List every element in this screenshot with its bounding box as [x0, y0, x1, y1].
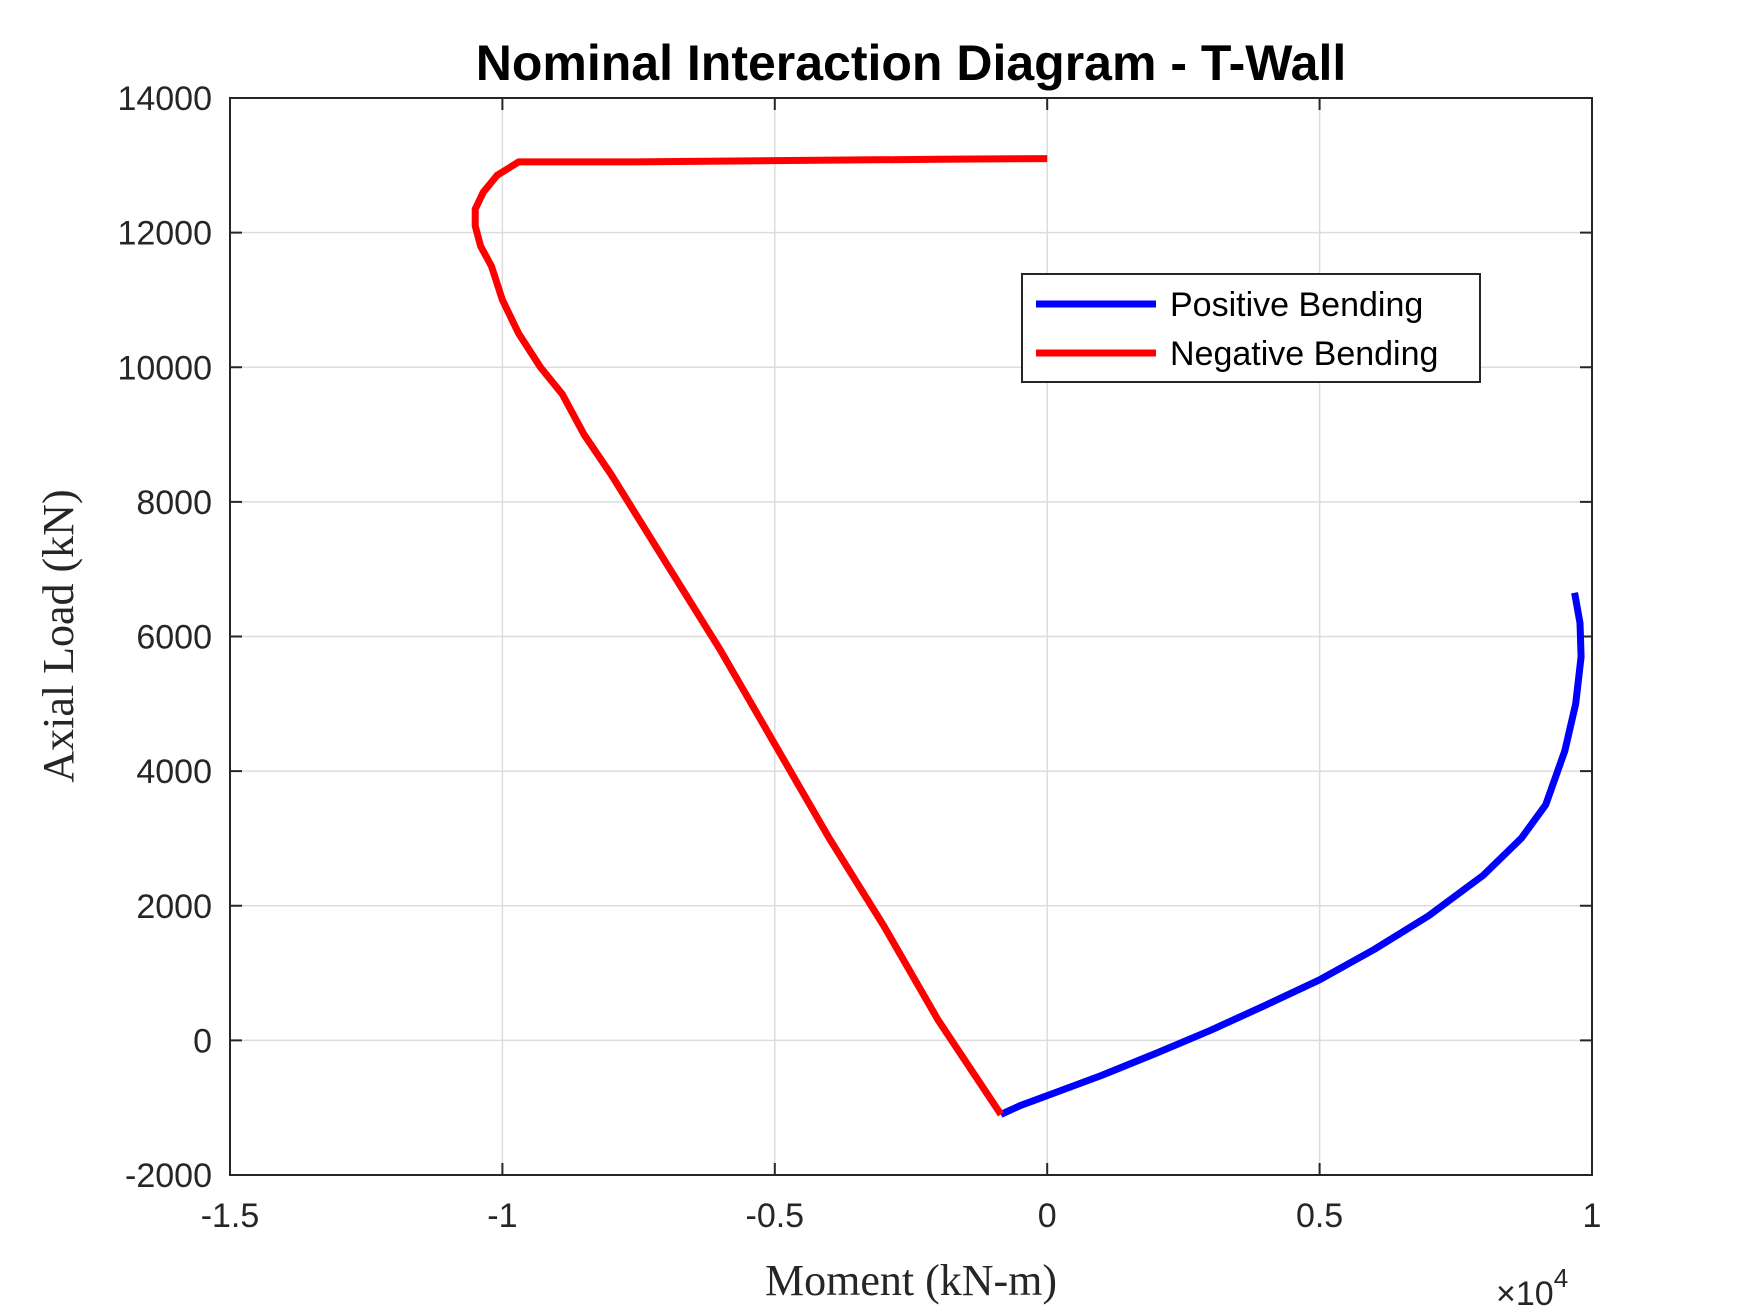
y-tick-label: 4000: [136, 753, 212, 791]
y-tick-label: 6000: [136, 619, 212, 657]
legend: Positive Bending Negative Bending: [1021, 273, 1481, 383]
series-line-negative-bending: [471, 155, 1048, 1117]
x-exponent-power: 4: [1554, 1263, 1568, 1293]
y-tick-label: 0: [193, 1022, 212, 1060]
y-tick-label: 2000: [136, 888, 212, 926]
x-exponent-label: ×104: [1496, 1263, 1568, 1313]
x-tick-label: -0.5: [746, 1197, 805, 1235]
y-tick-labels: -2000 0 2000 4000 6000 8000 10000 12000 14000: [117, 80, 212, 1195]
legend-label-positive: Positive Bending: [1170, 286, 1423, 324]
tick-marks: [229, 97, 1593, 1176]
series-group: [471, 155, 1585, 1118]
chart-title: Nominal Interaction Diagram - T-Wall: [476, 35, 1346, 91]
x-exponent-base: ×10: [1496, 1275, 1554, 1313]
legend-label-negative: Negative Bending: [1170, 335, 1438, 373]
y-tick-label: 14000: [117, 80, 212, 118]
x-tick-label: 0.5: [1296, 1197, 1343, 1235]
y-tick-label: 12000: [117, 215, 212, 253]
x-tick-label: 0: [1038, 1197, 1057, 1235]
x-tick-label: -1: [487, 1197, 517, 1235]
x-tick-label: 1: [1583, 1197, 1602, 1235]
y-tick-label: 8000: [136, 484, 212, 522]
y-tick-label: -2000: [125, 1157, 212, 1195]
y-axis-label: Axial Load (kN): [34, 489, 83, 782]
x-tick-labels: -1.5 -1 -0.5 0 0.5 1: [201, 1197, 1602, 1235]
legend-box: [1021, 273, 1481, 383]
series-line-positive-bending: [999, 592, 1585, 1118]
x-tick-label: -1.5: [201, 1197, 260, 1235]
x-axis-label: Moment (kN-m): [765, 1256, 1057, 1305]
grid-lines: [229, 97, 1593, 1176]
y-tick-label: 10000: [117, 349, 212, 387]
